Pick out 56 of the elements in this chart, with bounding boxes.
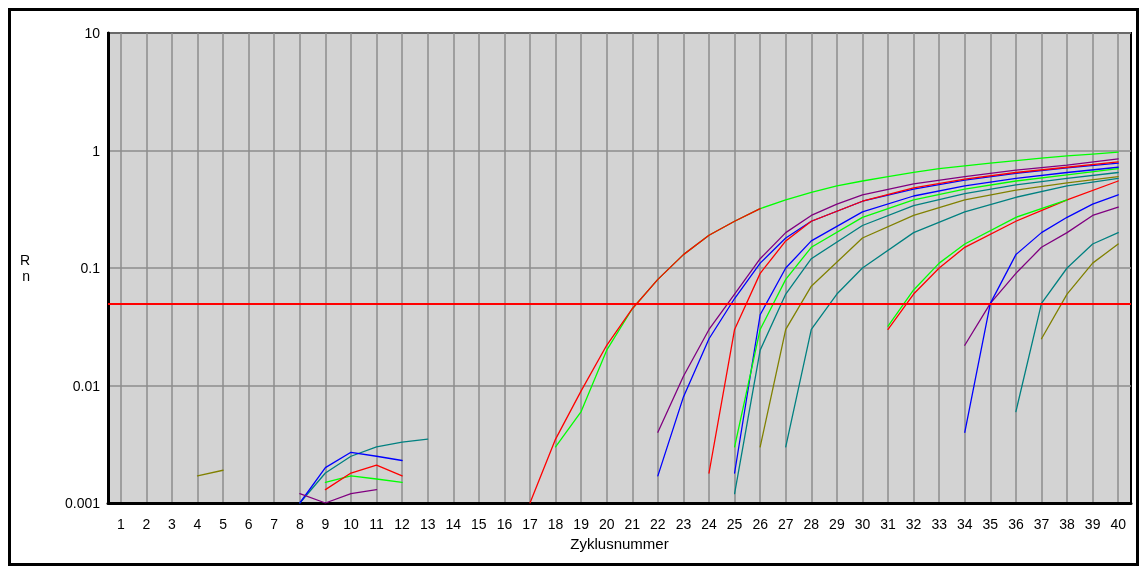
- x-tick-label: 22: [650, 516, 666, 532]
- x-tick-label: 23: [675, 516, 692, 532]
- line-series: [299, 451, 403, 504]
- x-tick-label: 4: [193, 516, 202, 532]
- x-tick-label: 10: [343, 516, 359, 532]
- y-tick-label: 0.01: [72, 377, 101, 394]
- x-tick-label: 31: [880, 516, 897, 532]
- x-tick-label: 35: [982, 516, 999, 532]
- x-tick-label: 26: [752, 516, 769, 532]
- line-series: [1040, 243, 1119, 340]
- x-tick-label: 21: [624, 516, 641, 532]
- x-tick-label: 34: [956, 516, 973, 532]
- x-tick-label: 36: [1008, 516, 1024, 532]
- line-series: [299, 438, 429, 504]
- y-tick-label: 1: [92, 142, 101, 159]
- x-tick-label: 1: [116, 516, 125, 532]
- x-tick-label: 3: [168, 516, 177, 532]
- x-tick-label: 12: [394, 516, 411, 532]
- x-tick-label: 24: [701, 516, 718, 532]
- line-series: [887, 199, 1068, 327]
- line-series: [964, 206, 1119, 346]
- x-tick-label: 9: [321, 516, 330, 532]
- line-series: [324, 464, 403, 491]
- x-tick-label: 29: [829, 516, 845, 532]
- line-series: [964, 194, 1119, 433]
- x-tick-label: 40: [1110, 516, 1127, 532]
- x-tick-label: 28: [803, 516, 820, 532]
- x-tick-label: 27: [777, 516, 794, 532]
- x-tick-label: 14: [445, 516, 462, 532]
- x-tick-label: 19: [573, 516, 590, 532]
- x-tick-label: 30: [854, 516, 871, 532]
- x-tick-label: 15: [471, 516, 487, 532]
- x-tick-label: 32: [905, 516, 922, 532]
- x-tick-label: 5: [219, 516, 228, 532]
- x-tick-label: 37: [1033, 516, 1050, 532]
- x-tick-label: 16: [496, 516, 513, 532]
- x-tick-label: 39: [1084, 516, 1101, 532]
- x-tick-label: 20: [598, 516, 615, 532]
- line-series: [657, 158, 1119, 433]
- x-tick-label: 13: [419, 516, 436, 532]
- x-tick-label: 7: [270, 516, 279, 532]
- line-series: [1015, 231, 1119, 413]
- x-tick-label: 18: [547, 516, 564, 532]
- x-tick-label: 33: [931, 516, 948, 532]
- x-axis-title: Zyklusnummer: [570, 534, 669, 552]
- x-tick-label: 25: [726, 516, 743, 532]
- y-tick-label: 0.1: [80, 260, 101, 276]
- x-tick-label: 6: [244, 516, 253, 532]
- x-tick-label: 11: [369, 516, 385, 532]
- y-tick-label: 10: [84, 25, 101, 41]
- x-tick-label: 38: [1059, 516, 1076, 532]
- x-tick-label: 8: [295, 516, 304, 532]
- y-axis-title: Rn: [19, 252, 30, 284]
- y-tick-label: 0.001: [64, 495, 101, 511]
- x-tick-label: 17: [522, 516, 538, 532]
- x-tick-label: 2: [142, 516, 151, 532]
